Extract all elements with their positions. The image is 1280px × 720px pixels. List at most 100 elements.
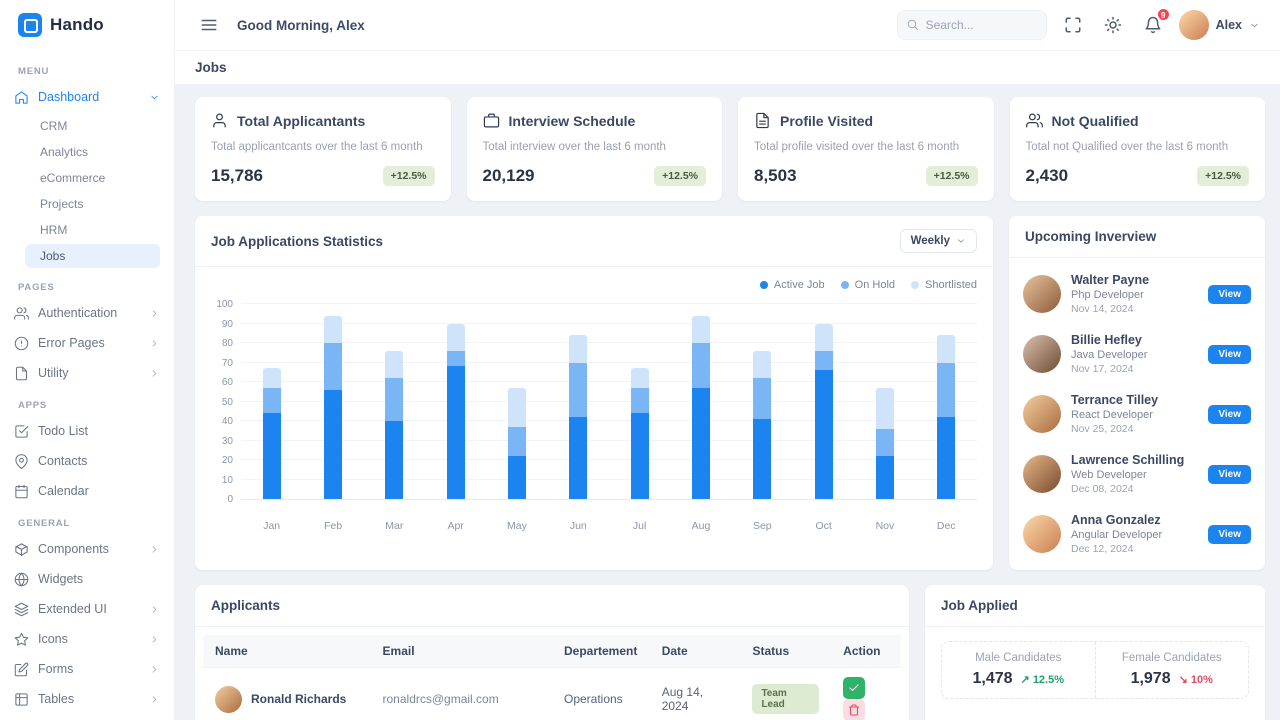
sidebar-item-label: Authentication <box>38 306 118 320</box>
sidebar-item-calendar[interactable]: Calendar <box>0 476 174 506</box>
sidebar-item-label: Contacts <box>38 454 88 468</box>
candidate-name: Lawrence Schilling <box>1071 453 1185 467</box>
sidebar-item-error-pages[interactable]: Error Pages <box>0 328 174 358</box>
sidebar-item-authentication[interactable]: Authentication <box>0 298 174 328</box>
sidebar-subitem-crm[interactable]: CRM <box>40 119 68 133</box>
theme-toggle-button[interactable] <box>1099 11 1127 39</box>
sidebar-subitem-hrm[interactable]: HRM <box>40 223 68 237</box>
trash-icon <box>848 704 860 716</box>
table-icon <box>14 692 29 707</box>
candidate-name: Anna Gonzalez <box>1071 513 1161 527</box>
sidebar-item-forms[interactable]: Forms <box>0 654 174 684</box>
interview-date: Nov 25, 2024 <box>1071 423 1134 435</box>
sidebar-item-utility[interactable]: Utility <box>0 358 174 388</box>
globe-icon <box>14 572 29 587</box>
applicant-name: Ronald Richards <box>251 692 347 706</box>
male-candidates-value: 1,478 <box>972 670 1013 687</box>
logo[interactable]: Hando <box>0 0 174 50</box>
sidebar-item-tables[interactable]: Tables <box>0 684 174 714</box>
sidebar-item-apex-charts[interactable]: Apex Charts <box>0 714 174 720</box>
delete-button[interactable] <box>843 699 866 720</box>
x-axis-label: Nov <box>875 520 895 532</box>
sidebar-subitem-analytics[interactable]: Analytics <box>40 145 89 159</box>
search-input[interactable] <box>896 10 1047 40</box>
fullscreen-button[interactable] <box>1059 11 1087 39</box>
female-candidates: Female Candidates 1,978 ↘ 10% <box>1094 642 1249 698</box>
x-axis-label: Apr <box>447 520 464 532</box>
sidebar-item-icons[interactable]: Icons <box>0 624 174 654</box>
chevron-down-icon <box>956 236 966 246</box>
avatar <box>1023 455 1061 493</box>
approve-button[interactable] <box>843 677 866 699</box>
view-button[interactable]: View <box>1208 404 1251 424</box>
sidebar-item-label: Utility <box>38 366 69 380</box>
layers-icon <box>14 602 29 617</box>
file-icon <box>14 366 29 381</box>
middle-row: Job Applications Statistics Weekly Activ… <box>195 216 1265 570</box>
x-axis-label: Jul <box>632 520 647 532</box>
chart-legend: Active Job On Hold Shortlisted <box>211 279 977 291</box>
chart-title: Job Applications Statistics <box>211 233 384 249</box>
legend-label: Active Job <box>773 279 825 291</box>
chevron-right-icon <box>149 368 160 379</box>
job-applied-radial-chart <box>941 709 1249 720</box>
bar-apr <box>425 305 486 499</box>
chevron-right-icon <box>149 634 160 645</box>
sidebar-subitem-jobs[interactable]: Jobs <box>25 244 160 268</box>
notifications-button[interactable]: 9 <box>1139 7 1171 39</box>
check-square-icon <box>14 424 29 439</box>
sidebar-item-contacts[interactable]: Contacts <box>0 446 174 476</box>
sidebar-item-widgets[interactable]: Widgets <box>0 564 174 594</box>
bar-oct <box>793 305 854 499</box>
sidebar-item-components[interactable]: Components <box>0 534 174 564</box>
candidates-summary-box: Male Candidates 1,478 ↗ 12.5% Female Can… <box>941 641 1249 699</box>
sidebar-item-label: Extended UI <box>38 602 107 616</box>
avatar <box>1023 515 1061 553</box>
stat-value: 15,786 <box>211 166 263 185</box>
chevron-right-icon <box>149 664 160 675</box>
users-icon <box>1026 112 1043 129</box>
chart-period-select[interactable]: Weekly <box>899 229 977 253</box>
stat-title: Profile Visited <box>780 112 874 129</box>
status-badge: Team Lead <box>752 684 820 714</box>
hamburger-icon <box>200 16 218 34</box>
stat-description: Total interview over the last 6 month <box>482 141 666 153</box>
candidate-name: Terrance Tilley <box>1071 393 1159 407</box>
column-header-name: Name <box>203 635 371 668</box>
column-header-status: Status <box>740 635 832 668</box>
view-button[interactable]: View <box>1208 464 1251 484</box>
stat-change-badge: +12.5% <box>925 166 978 186</box>
stat-value: 8,503 <box>754 166 797 185</box>
stat-title: Interview Schedule <box>508 112 636 129</box>
male-change: ↗ 12.5% <box>1020 674 1065 686</box>
interview-date: Nov 17, 2024 <box>1071 363 1134 375</box>
sidebar-subitem-ecommerce[interactable]: eCommerce <box>40 171 106 185</box>
sidebar-subitem-projects[interactable]: Projects <box>40 197 84 211</box>
check-icon <box>848 682 860 694</box>
view-button[interactable]: View <box>1208 524 1251 544</box>
view-button[interactable]: View <box>1208 284 1251 304</box>
chevron-right-icon <box>149 308 160 319</box>
list-item: Lawrence Schilling Web Developer Dec 08,… <box>1023 444 1251 504</box>
sidebar-item-label: Icons <box>38 632 68 646</box>
candidate-name: Billie Hefley <box>1071 333 1142 347</box>
sidebar-item-todo-list[interactable]: Todo List <box>0 416 174 446</box>
column-header-action: Action <box>831 635 901 668</box>
job-applied-title: Job Applied <box>941 598 1018 613</box>
stat-title: Not Qualified <box>1051 112 1139 129</box>
sidebar-item-dashboard[interactable]: Dashboard <box>0 82 174 112</box>
applicants-card: Applicants Name Email Departemen <box>195 585 909 720</box>
sidebar: Hando MENU Dashboard CRM Analytics eComm… <box>0 0 175 720</box>
legend-dot <box>911 281 920 289</box>
stat-change-badge: +12.5% <box>654 166 706 186</box>
female-change: ↘ 10% <box>1178 674 1213 686</box>
sidebar-item-extended-ui[interactable]: Extended UI <box>0 594 174 624</box>
briefcase-icon <box>483 112 500 129</box>
sidebar-item-label: Tables <box>38 692 75 706</box>
bar-may <box>486 305 547 499</box>
user-menu[interactable]: Alex <box>1178 10 1260 40</box>
legend-item-active-job: Active Job <box>759 279 825 291</box>
view-button[interactable]: View <box>1208 344 1251 364</box>
menu-toggle-button[interactable] <box>195 11 223 39</box>
